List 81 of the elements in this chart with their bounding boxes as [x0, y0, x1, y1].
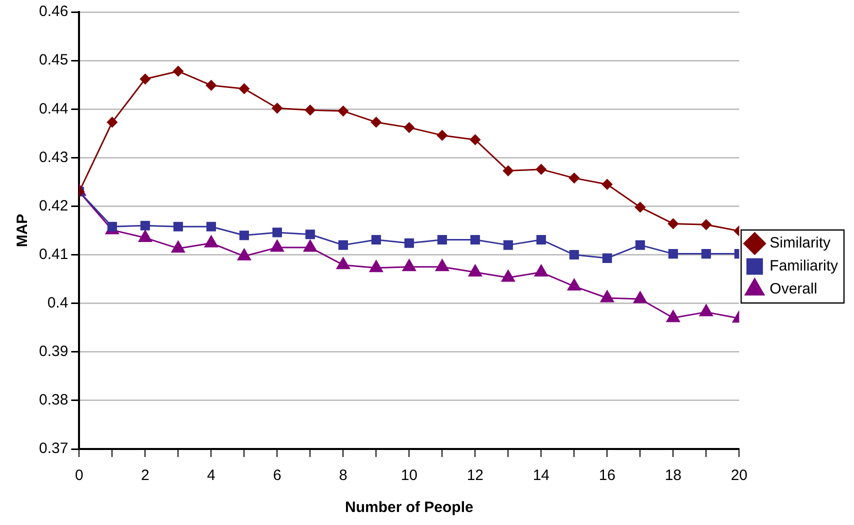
point — [536, 164, 546, 175]
legend-label: Overall — [770, 280, 818, 298]
point — [437, 234, 447, 245]
point — [140, 74, 150, 84]
point — [338, 240, 348, 250]
point — [338, 106, 348, 116]
point — [172, 66, 184, 76]
point — [140, 220, 150, 230]
point — [468, 264, 482, 276]
point — [171, 240, 185, 253]
x-tick-label: 16 — [598, 467, 616, 484]
legend-label: Familiarity — [770, 258, 838, 275]
point — [634, 202, 646, 212]
y-tick-label: 0.44 — [38, 100, 68, 118]
x-tick-label: 6 — [273, 467, 282, 484]
point — [470, 134, 480, 145]
point — [138, 230, 152, 242]
point — [569, 250, 579, 260]
point — [668, 218, 678, 229]
point — [602, 179, 612, 190]
point — [602, 253, 612, 263]
x-tick-label: 10 — [400, 467, 418, 484]
y-tick-label: 0.45 — [38, 52, 68, 69]
point — [536, 234, 546, 245]
x-tick-label: 20 — [730, 467, 748, 484]
y-tick-label: 0.4 — [47, 294, 68, 312]
legend-label: Similarity — [770, 234, 831, 252]
point — [370, 116, 382, 128]
y-tick-label: 0.43 — [38, 148, 68, 166]
x-axis-title: Number of People — [345, 499, 474, 516]
point — [106, 116, 118, 128]
point — [270, 240, 284, 252]
x-tick-label: 2 — [141, 467, 150, 484]
point — [666, 310, 680, 322]
point — [303, 240, 317, 252]
x-tick-label: 12 — [466, 467, 484, 484]
point — [600, 290, 614, 302]
point — [402, 259, 416, 272]
point — [272, 102, 282, 114]
point — [503, 240, 513, 250]
point — [336, 257, 350, 270]
y-tick-label: 0.41 — [38, 246, 68, 263]
point — [700, 219, 712, 230]
point — [404, 238, 414, 248]
y-tick-label: 0.46 — [38, 3, 68, 20]
point — [369, 260, 383, 272]
point — [567, 278, 581, 291]
point — [635, 240, 645, 250]
x-tick-label: 4 — [207, 467, 216, 484]
point — [206, 222, 216, 232]
point — [204, 235, 218, 248]
point — [668, 249, 678, 259]
point — [701, 249, 711, 259]
point — [568, 172, 580, 184]
y-axis-title: MAP — [14, 214, 32, 248]
point — [371, 234, 381, 245]
x-tick-label: 8 — [339, 467, 348, 484]
point — [534, 264, 548, 276]
point — [436, 130, 448, 141]
point — [699, 304, 713, 316]
y-tick-label: 0.38 — [38, 392, 68, 409]
x-tick-label: 14 — [532, 467, 550, 484]
point — [304, 104, 316, 116]
x-tick-label: 0 — [75, 467, 84, 484]
point — [173, 222, 183, 232]
point — [239, 230, 249, 240]
point — [501, 270, 515, 282]
point — [404, 122, 414, 133]
y-tick-label: 0.37 — [38, 440, 68, 458]
point — [633, 291, 647, 304]
point — [502, 166, 514, 176]
point — [206, 80, 216, 91]
point — [435, 259, 449, 272]
point — [237, 248, 251, 260]
point — [238, 83, 250, 94]
point — [272, 228, 282, 238]
x-tick-label: 18 — [664, 467, 682, 484]
y-tick-label: 0.39 — [38, 343, 68, 360]
y-tick-label: 0.42 — [38, 197, 68, 214]
point — [470, 234, 480, 245]
point — [305, 230, 315, 240]
